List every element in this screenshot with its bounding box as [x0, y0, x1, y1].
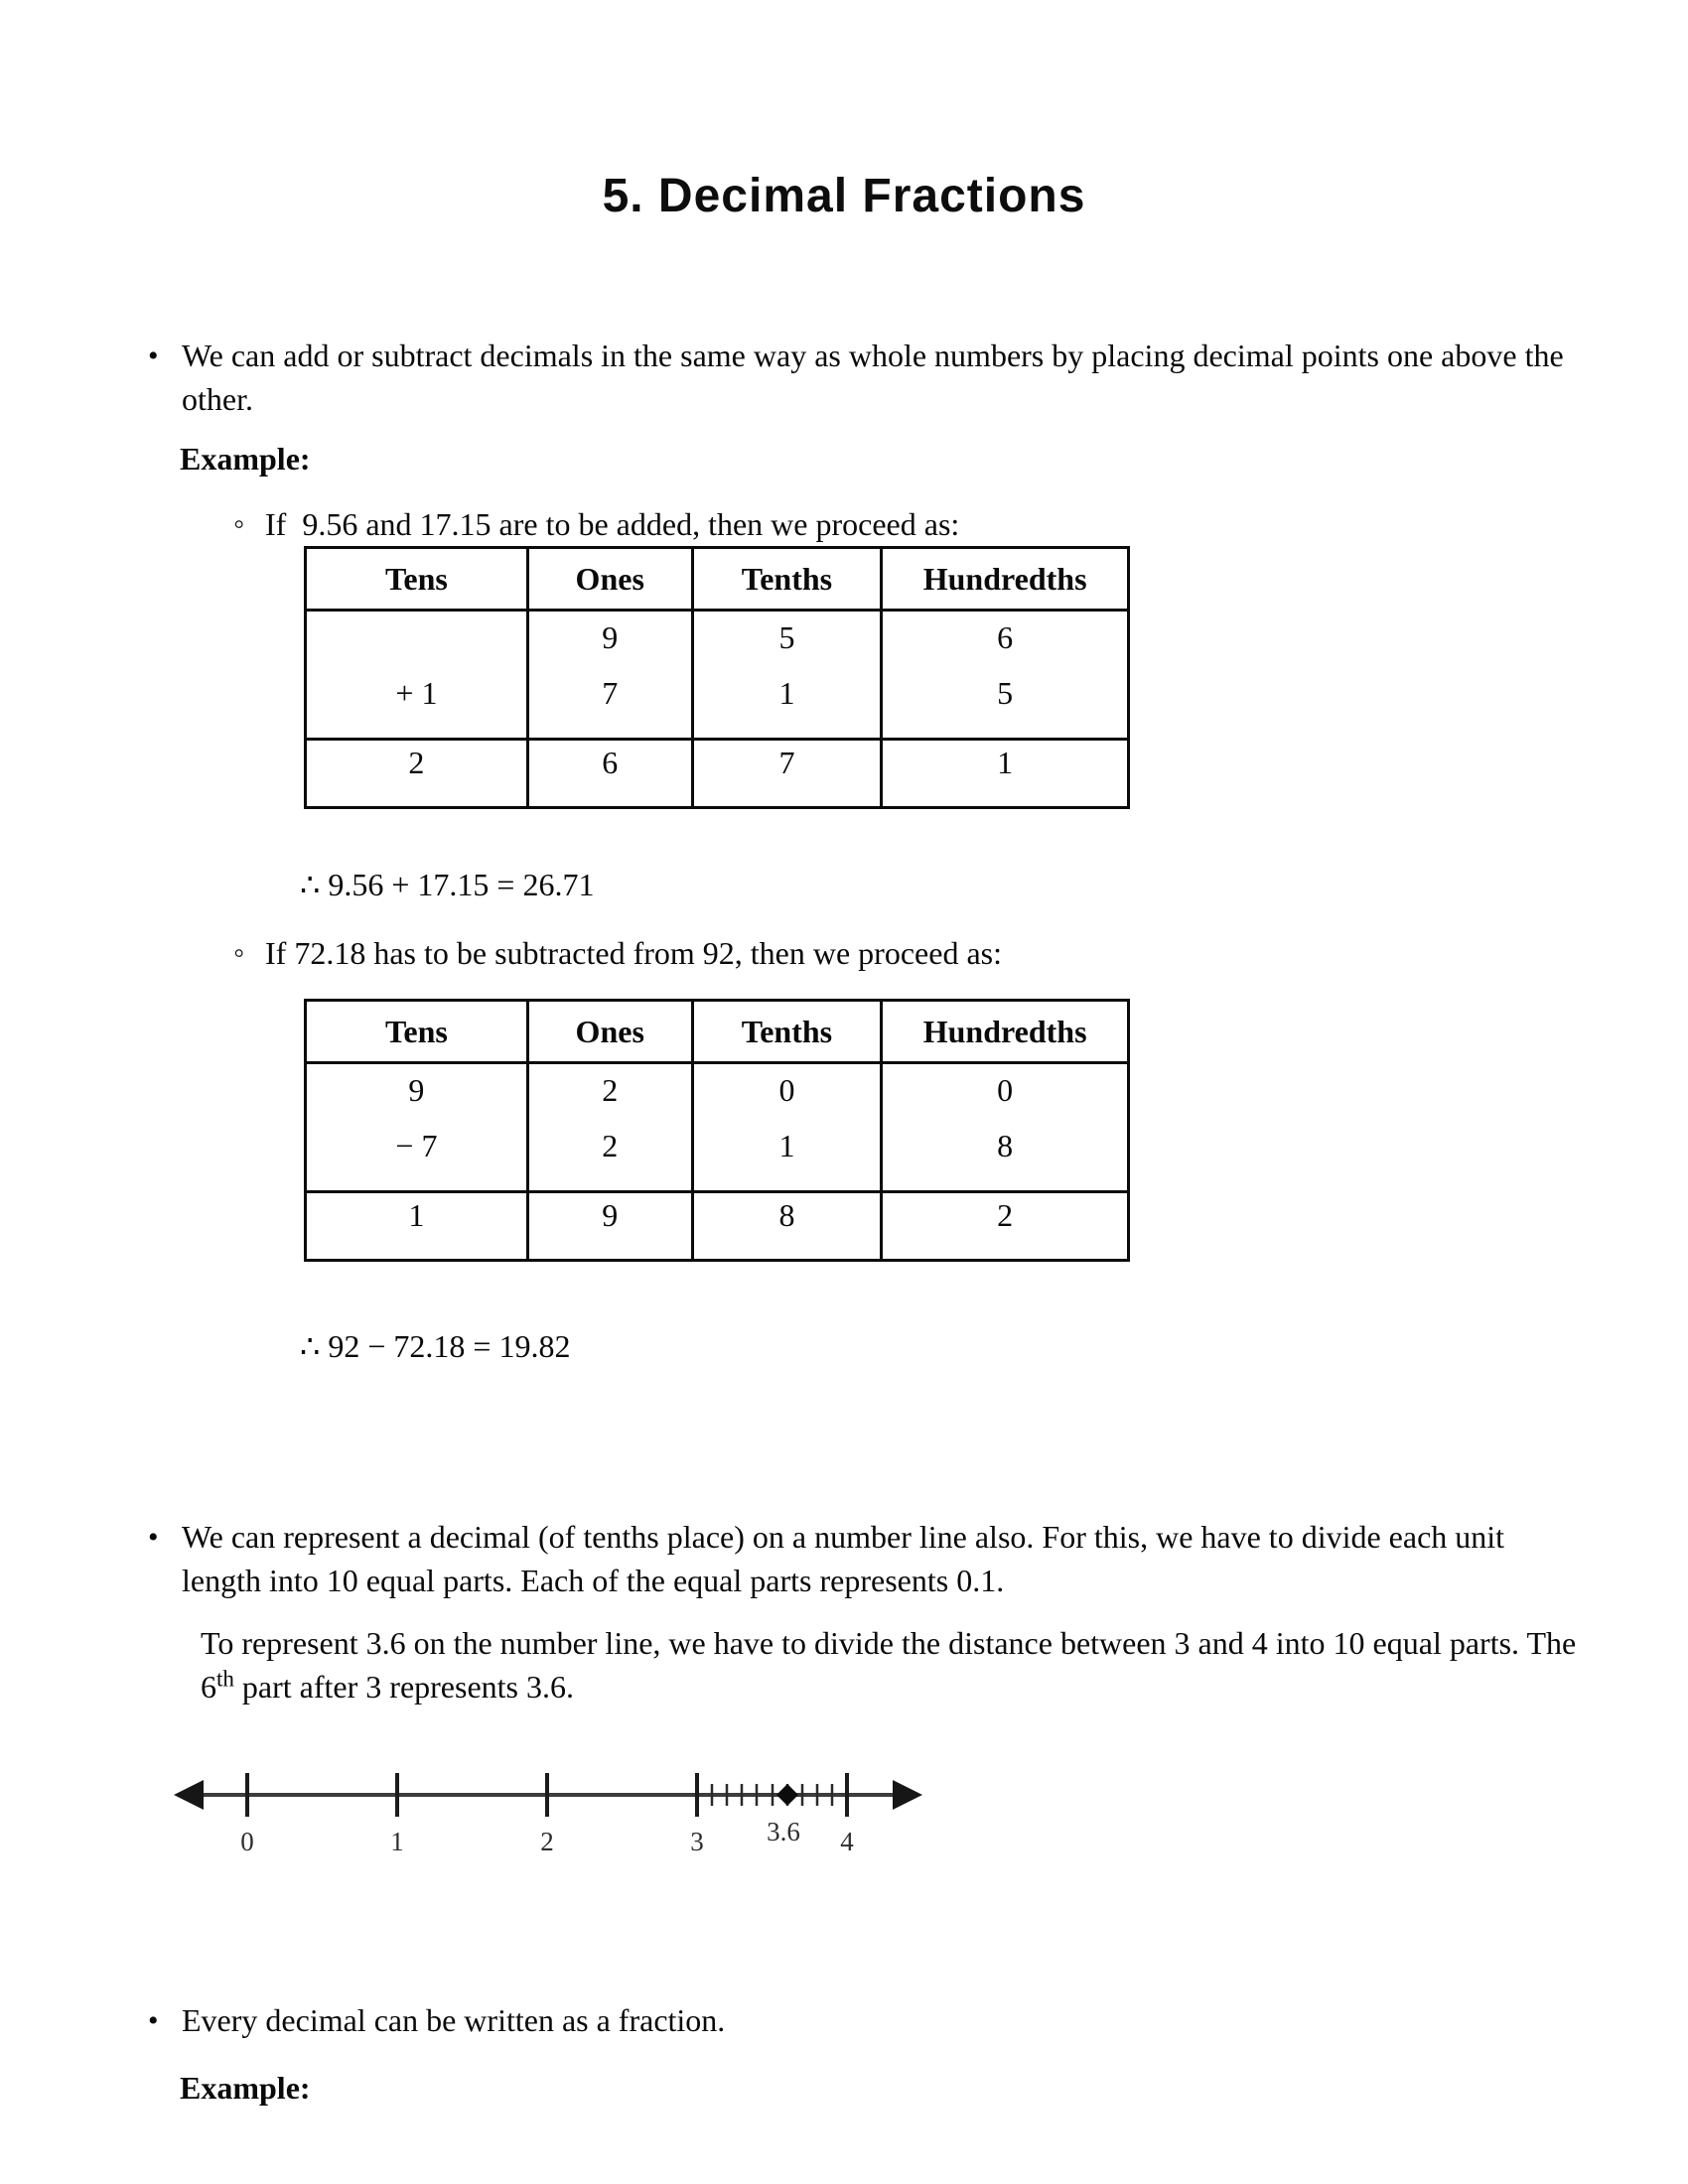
ordinal-superscript: th	[216, 1665, 234, 1692]
result-tens: 2	[304, 738, 529, 809]
result-tenths: 7	[690, 738, 884, 809]
result-hundredths: 2	[880, 1190, 1130, 1262]
paragraph-text-after: part after 3 represents 3.6.	[233, 1669, 574, 1705]
sub-bullet-subtraction-text: If 72.18 has to be subtracted from 92, t…	[265, 935, 1002, 971]
table-cell: 9 − 7	[304, 1061, 529, 1193]
result-ones: 6	[525, 738, 694, 809]
column-header-ones: Ones	[525, 999, 694, 1064]
number-line-figure: 0 1 2 3 4 3.6	[164, 1749, 958, 1858]
subtraction-result-row: 1 9 8 2	[304, 1190, 1130, 1262]
column-header-hundredths: Hundredths	[880, 546, 1130, 612]
tick-label-4: 4	[840, 1827, 854, 1856]
table-cell: 9 7	[525, 609, 694, 741]
addition-conclusion: ∴ 9.56 + 17.15 = 26.71	[300, 867, 595, 902]
point-3-6-marker	[776, 1784, 798, 1806]
addition-result-row: 2 6 7 1	[304, 738, 1130, 809]
page-title: 5. Decimal Fractions	[602, 170, 1086, 222]
tick-label-1: 1	[390, 1827, 404, 1856]
subtrahend-tenths: 1	[778, 1128, 795, 1163]
column-header-tens: Tens	[304, 546, 529, 612]
sub-bullet-subtraction: ◦ If 72.18 has to be subtracted from 92,…	[233, 931, 1556, 975]
minuend-ones: 2	[602, 1072, 619, 1108]
left-arrowhead-icon	[174, 1780, 204, 1810]
table-cell: 6 5	[880, 609, 1130, 741]
represent-3-6-paragraph: To represent 3.6 on the number line, we …	[201, 1621, 1616, 1708]
subtrahend-ones: 2	[602, 1128, 619, 1163]
result-ones: 9	[525, 1190, 694, 1262]
result-tenths: 8	[690, 1190, 884, 1262]
addend-bottom-tens: + 1	[395, 675, 438, 711]
marker-label-3-6: 3.6	[767, 1817, 800, 1846]
paragraph-text-before: To represent 3.6 on the number line, we …	[201, 1625, 1577, 1705]
addend-bottom-hundredths: 5	[997, 675, 1014, 711]
column-header-ones: Ones	[525, 546, 694, 612]
result-tens: 1	[304, 1190, 529, 1262]
column-header-tens: Tens	[304, 999, 529, 1064]
number-line-svg: 0 1 2 3 4 3.6	[174, 1773, 922, 1856]
addend-bottom-tenths: 1	[778, 675, 795, 711]
minuend-tens: 9	[408, 1072, 425, 1108]
result-hundredths: 1	[880, 738, 1130, 809]
bullet-number-line-text: We can represent a decimal (of tenths pl…	[182, 1519, 1505, 1598]
bullet-fraction: • Every decimal can be written as a frac…	[148, 1998, 1592, 2042]
example-label-2: Example:	[180, 2070, 311, 2106]
bullet-fraction-text: Every decimal can be written as a fracti…	[182, 2002, 726, 2038]
example-label-1: Example:	[180, 441, 311, 477]
table-cell: + 1	[304, 609, 529, 741]
table-cell: 5 1	[690, 609, 884, 741]
sub-bullet-addition-text: If 9.56 and 17.15 are to be added, then …	[265, 506, 960, 542]
addition-addends-row: + 1 9 7 5 1 6 5	[304, 609, 1130, 741]
table-cell: 0 8	[880, 1061, 1130, 1193]
addition-table-header-row: Tens Ones Tenths Hundredths	[304, 546, 1130, 612]
minuend-hundredths: 0	[997, 1072, 1014, 1108]
disc-bullet-icon: •	[148, 2004, 159, 2037]
subtraction-table-header-row: Tens Ones Tenths Hundredths	[304, 999, 1130, 1064]
tick-label-2: 2	[540, 1827, 554, 1856]
column-header-hundredths: Hundredths	[880, 999, 1130, 1064]
subtraction-place-value-table: Tens Ones Tenths Hundredths 9 − 7 2 2 0	[304, 999, 1130, 1262]
circle-bullet-icon: ◦	[233, 505, 245, 541]
table-cell: 2 2	[525, 1061, 694, 1193]
addend-top-hundredths: 6	[997, 619, 1014, 655]
bullet-add-subtract: • We can add or subtract decimals in the…	[148, 334, 1592, 421]
tick-label-3: 3	[690, 1827, 704, 1856]
column-header-tenths: Tenths	[690, 546, 884, 612]
subtrahend-hundredths: 8	[997, 1128, 1014, 1163]
table-cell: 0 1	[690, 1061, 884, 1193]
subtrahend-tens: − 7	[395, 1128, 438, 1163]
subtraction-conclusion: ∴ 92 − 72.18 = 19.82	[300, 1328, 571, 1364]
addend-top-ones: 9	[602, 619, 619, 655]
tick-label-0: 0	[240, 1827, 254, 1856]
right-arrowhead-icon	[893, 1780, 922, 1810]
addend-top-tenths: 5	[778, 619, 795, 655]
subtraction-operands-row: 9 − 7 2 2 0 1 0 8	[304, 1061, 1130, 1193]
circle-bullet-icon: ◦	[233, 934, 245, 970]
sub-bullet-addition: ◦ If 9.56 and 17.15 are to be added, the…	[233, 502, 1556, 546]
addend-bottom-ones: 7	[602, 675, 619, 711]
minuend-tenths: 0	[778, 1072, 795, 1108]
major-ticks	[245, 1773, 849, 1817]
disc-bullet-icon: •	[148, 340, 159, 372]
bullet-add-subtract-text: We can add or subtract decimals in the s…	[182, 338, 1564, 417]
column-header-tenths: Tenths	[690, 999, 884, 1064]
disc-bullet-icon: •	[148, 1521, 159, 1554]
addition-place-value-table: Tens Ones Tenths Hundredths + 1 9 7 5	[304, 546, 1130, 809]
bullet-number-line: • We can represent a decimal (of tenths …	[148, 1515, 1592, 1602]
